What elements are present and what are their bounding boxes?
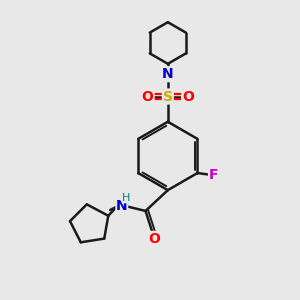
Text: O: O (142, 89, 154, 103)
Text: O: O (182, 89, 194, 103)
Text: O: O (148, 232, 160, 246)
Text: N: N (162, 67, 174, 81)
Text: N: N (116, 200, 128, 214)
Text: H: H (122, 193, 130, 203)
Text: S: S (163, 89, 173, 103)
Text: F: F (209, 167, 218, 182)
